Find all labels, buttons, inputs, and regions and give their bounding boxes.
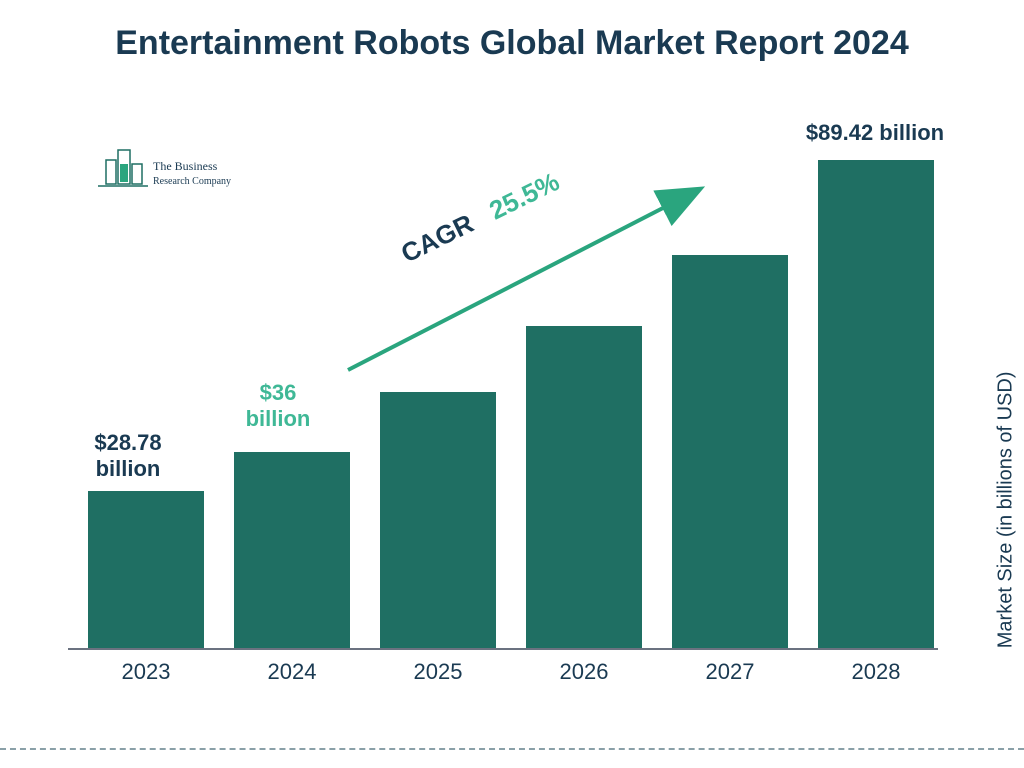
value-label-2023: $28.78 billion: [68, 430, 188, 483]
x-axis-line: [68, 648, 938, 650]
x-label-2028: 2028: [818, 659, 934, 685]
value-label-2024: $36 billion: [228, 380, 328, 433]
bar-2025: [380, 392, 496, 648]
bar-chart: 2023 2024 2025 2026 2027 2028 $28.78 bil…: [68, 130, 938, 685]
footer-divider: [0, 748, 1024, 750]
bar-2028: [818, 160, 934, 648]
x-label-2026: 2026: [526, 659, 642, 685]
x-label-2025: 2025: [380, 659, 496, 685]
x-label-2027: 2027: [672, 659, 788, 685]
x-label-2024: 2024: [234, 659, 350, 685]
bar-2024: [234, 452, 350, 648]
chart-title: Entertainment Robots Global Market Repor…: [0, 22, 1024, 65]
x-label-2023: 2023: [88, 659, 204, 685]
y-axis-label: Market Size (in billions of USD): [995, 372, 1018, 649]
value-label-2028: $89.42 billion: [770, 120, 980, 146]
bar-2023: [88, 491, 204, 648]
